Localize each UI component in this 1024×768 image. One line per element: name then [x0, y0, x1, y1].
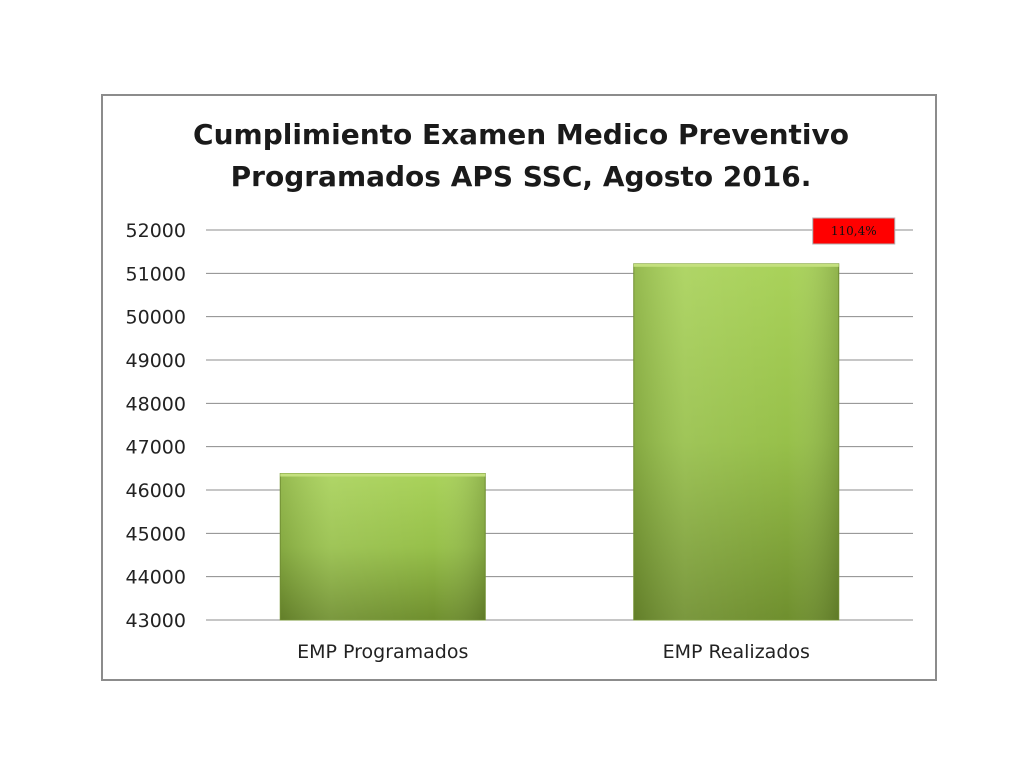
y-tick-label-4: 47000 — [126, 437, 186, 459]
x-category-label-1: EMP Programados — [297, 641, 468, 663]
y-tick-label-7: 50000 — [126, 307, 186, 329]
bar-cap-1 — [280, 473, 486, 477]
bar-cap-2 — [633, 263, 839, 267]
bar-shade-1 — [280, 473, 486, 620]
y-tick-label-9: 52000 — [126, 220, 186, 242]
bar-1 — [279, 473, 486, 621]
chart-title-line-2: Programados APS SSC, Agosto 2016. — [230, 160, 812, 193]
percentage-badge-text: 110,4% — [831, 224, 877, 238]
y-tick-label-1: 44000 — [126, 567, 186, 589]
y-tick-label-6: 49000 — [126, 350, 186, 372]
percentage-badge: 110,4% — [812, 217, 896, 245]
bar-shade-2 — [633, 263, 839, 620]
chart-frame: Cumplimiento Examen Medico Preventivo Pr… — [101, 94, 937, 681]
plot-area: 43000 44000 45000 46000 47000 48000 49000 50000… — [126, 217, 913, 663]
chart-title: Cumplimiento Examen Medico Preventivo Pr… — [103, 114, 939, 198]
bar-2 — [633, 263, 840, 621]
y-tick-label-0: 43000 — [126, 610, 186, 632]
y-tick-label-8: 51000 — [126, 263, 186, 285]
y-tick-label-2: 45000 — [126, 523, 186, 545]
chart-title-line-1: Cumplimiento Examen Medico Preventivo — [193, 118, 849, 151]
y-tick-label-5: 48000 — [126, 393, 186, 415]
x-category-label-2: EMP Realizados — [663, 641, 810, 663]
percentage-badge-box — [812, 217, 896, 245]
y-tick-label-3: 46000 — [126, 480, 186, 502]
